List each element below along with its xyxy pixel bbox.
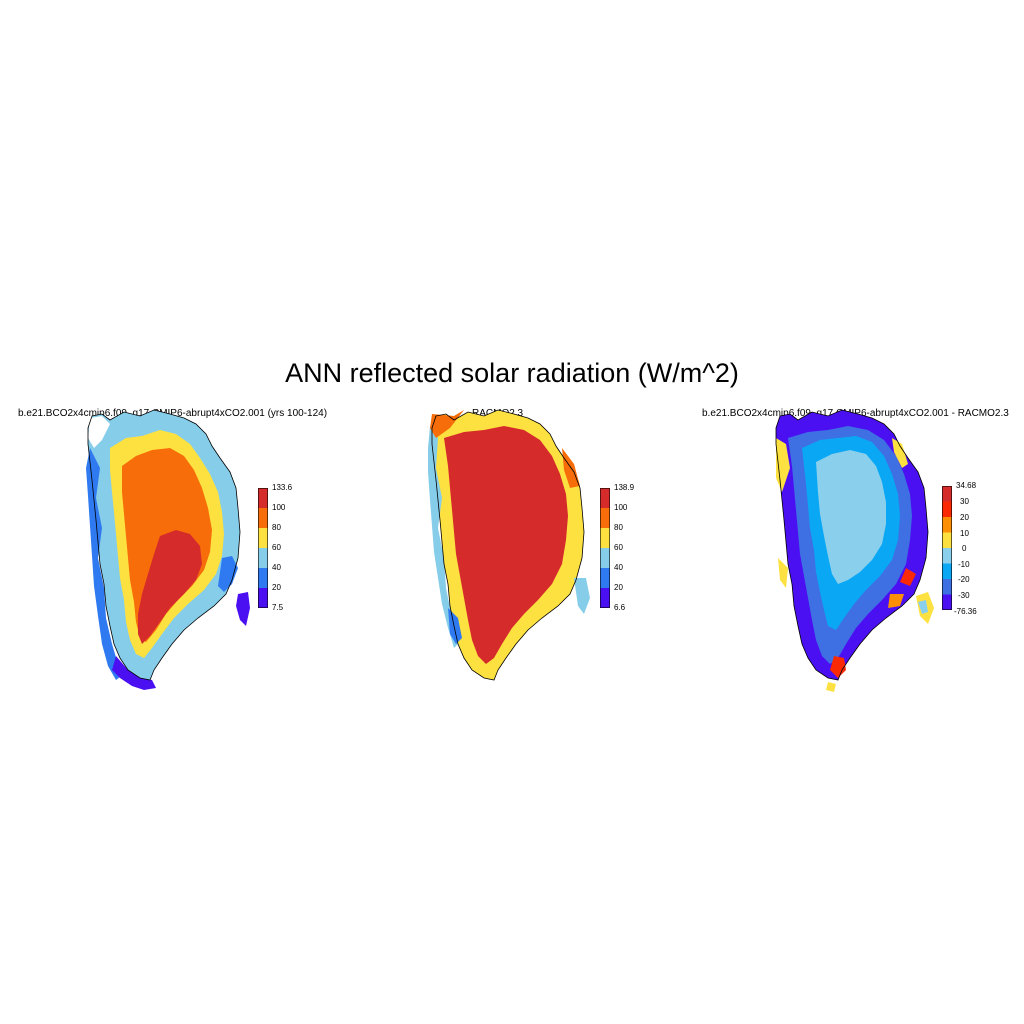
panel-3-cbar-label: -30	[958, 591, 970, 600]
panel-1-map	[86, 409, 250, 690]
panel-3-cbar-label: -10	[958, 560, 970, 569]
panel-2-greenland-field	[428, 409, 590, 681]
panel-2-cbar-label: 60	[614, 543, 623, 552]
colorbar-swatch	[942, 594, 952, 610]
panel-1-cbar-label: 40	[272, 563, 281, 572]
colorbar-swatch	[942, 579, 952, 595]
panel-2-cbar-label: 40	[614, 563, 623, 572]
panel-1-cbar-label: 7.5	[272, 603, 284, 612]
colorbar-swatch	[942, 563, 952, 580]
colorbar-swatch	[942, 486, 952, 502]
panel-3-cbar-label: 0	[962, 544, 967, 553]
panel-3-cbar-label: -76.36	[954, 607, 977, 616]
colorbar-border	[600, 488, 610, 608]
colorbar-swatch	[258, 568, 268, 589]
colorbar-border	[942, 486, 952, 610]
panel-1-cbar-label: 100	[272, 503, 286, 512]
colorbar-swatch	[600, 588, 610, 608]
panel-3-cbar-label: 34.68	[956, 481, 977, 490]
panel-1-cbar-label: 20	[272, 583, 281, 592]
panel-2-cbar-label: 6.6	[614, 603, 626, 612]
colorbar-swatch	[600, 508, 610, 529]
panel-1-cbar-label: 133.6	[272, 483, 293, 492]
colorbar-border	[258, 488, 268, 608]
panel-3-cbar-label: 20	[960, 513, 969, 522]
colorbar-swatch	[258, 488, 268, 509]
panel-1-cbar-label: 80	[272, 523, 281, 532]
panel-1-cbar-label: 60	[272, 543, 281, 552]
colorbar-swatch	[258, 548, 268, 569]
colorbar-swatch	[258, 588, 268, 608]
colorbar-swatch	[942, 548, 952, 564]
colorbar-swatch	[942, 501, 952, 518]
panel-3-cbar-label: 30	[960, 497, 969, 506]
panel-3-cbar-label: -20	[958, 575, 970, 584]
colorbar-swatch	[600, 548, 610, 569]
panel-2-map	[428, 409, 590, 681]
panel-3-greenland-field	[775, 409, 934, 692]
panel-3-colorbar	[942, 486, 952, 610]
colorbar-swatch	[258, 508, 268, 529]
panel-2-cbar-label: 138.9	[614, 483, 635, 492]
colorbar-swatch	[258, 528, 268, 549]
panel-3-map	[775, 409, 934, 692]
panel-1-title: b.e21.BCO2x4cmip6.f09_g17.CMIP6-abrupt4x…	[18, 408, 328, 419]
panel-2-cbar-label: 20	[614, 583, 623, 592]
colorbar-swatch	[600, 488, 610, 509]
panel-2-cbar-label: 80	[614, 523, 623, 532]
panel-1-greenland-field	[86, 409, 250, 690]
figure-title: ANN reflected solar radiation (W/m^2)	[285, 358, 739, 388]
panel-1-colorbar	[258, 488, 268, 608]
colorbar-swatch	[942, 532, 952, 549]
colorbar-swatch	[942, 517, 952, 533]
panel-2-cbar-label: 100	[614, 503, 628, 512]
colorbar-swatch	[600, 528, 610, 549]
colorbar-swatch	[600, 568, 610, 589]
panel-2-colorbar	[600, 488, 610, 608]
panel-3-cbar-label: 10	[960, 529, 969, 538]
